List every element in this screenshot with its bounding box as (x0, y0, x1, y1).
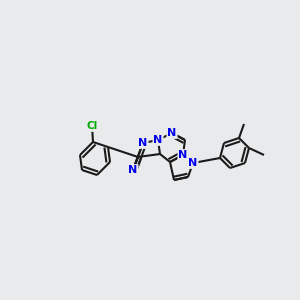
Text: Cl: Cl (86, 121, 98, 131)
Text: N: N (178, 150, 188, 160)
Text: N: N (167, 128, 177, 138)
Text: N: N (128, 165, 138, 175)
Text: N: N (153, 135, 163, 145)
Text: N: N (188, 158, 198, 168)
Text: N: N (138, 138, 148, 148)
